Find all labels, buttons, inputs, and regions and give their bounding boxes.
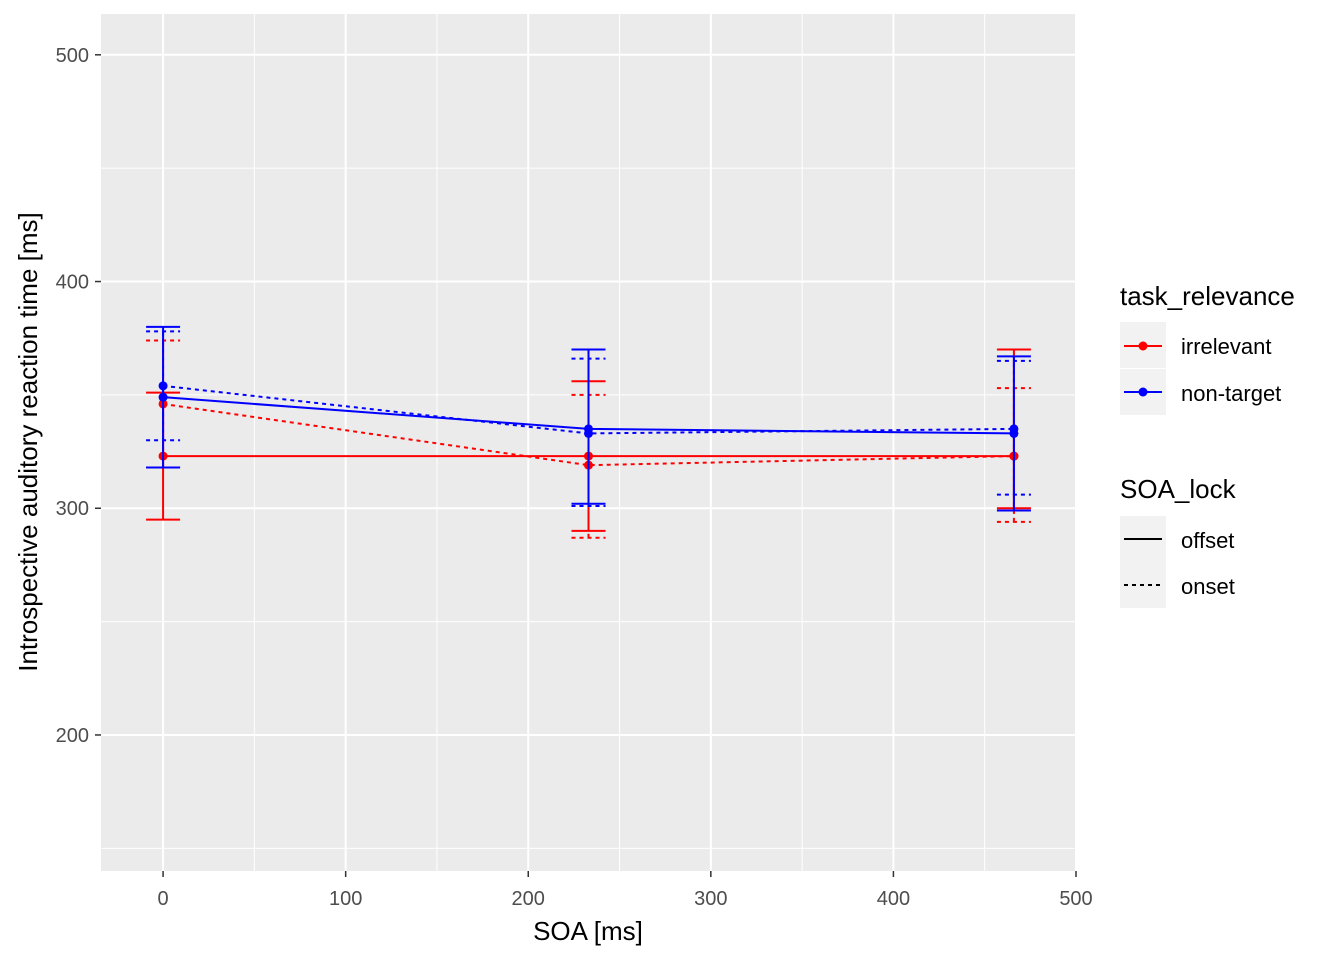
legend-label-onset: onset	[1181, 574, 1235, 599]
series-line-irrelevant-onset	[162, 402, 1014, 467]
legend-soa-lock: SOA_lock offset onset	[1120, 474, 1237, 608]
legend-label-irrelevant: irrelevant	[1181, 334, 1271, 359]
legend-title-task-relevance: task_relevance	[1120, 281, 1295, 311]
x-axis-title: SOA [ms]	[533, 916, 643, 946]
y-axis: 200 300 400 500	[56, 45, 101, 747]
legend-label-non-target: non-target	[1181, 381, 1281, 406]
y-tick-label: 200	[56, 725, 89, 747]
series-layer	[146, 325, 1031, 539]
y-tick-label: 400	[56, 272, 89, 294]
grid-minor	[101, 14, 1076, 871]
legend-label-offset: offset	[1181, 528, 1234, 553]
legend-key-point-non-target	[1138, 387, 1148, 397]
y-tick-label: 500	[56, 45, 89, 67]
legend-task-relevance: task_relevance irrelevant non-target	[1120, 281, 1295, 415]
legend-title-soa-lock: SOA_lock	[1120, 474, 1237, 504]
x-tick-label: 0	[158, 888, 169, 910]
y-tick-label: 300	[56, 498, 89, 520]
data-point-non-target-onset	[584, 428, 593, 438]
y-axis-title: Introspective auditory reaction time [ms…	[13, 212, 43, 672]
x-tick-label: 400	[877, 888, 910, 910]
legend-key-point-irrelevant	[1138, 341, 1148, 351]
x-tick-label: 200	[512, 888, 545, 910]
x-tick-label: 100	[329, 888, 362, 910]
data-point-non-target-onset	[158, 381, 168, 391]
data-point-non-target-onset	[1009, 424, 1019, 434]
x-axis: 0 100 200 300 400 500	[158, 871, 1093, 910]
x-tick-label: 500	[1059, 888, 1092, 910]
x-tick-label: 300	[694, 888, 727, 910]
